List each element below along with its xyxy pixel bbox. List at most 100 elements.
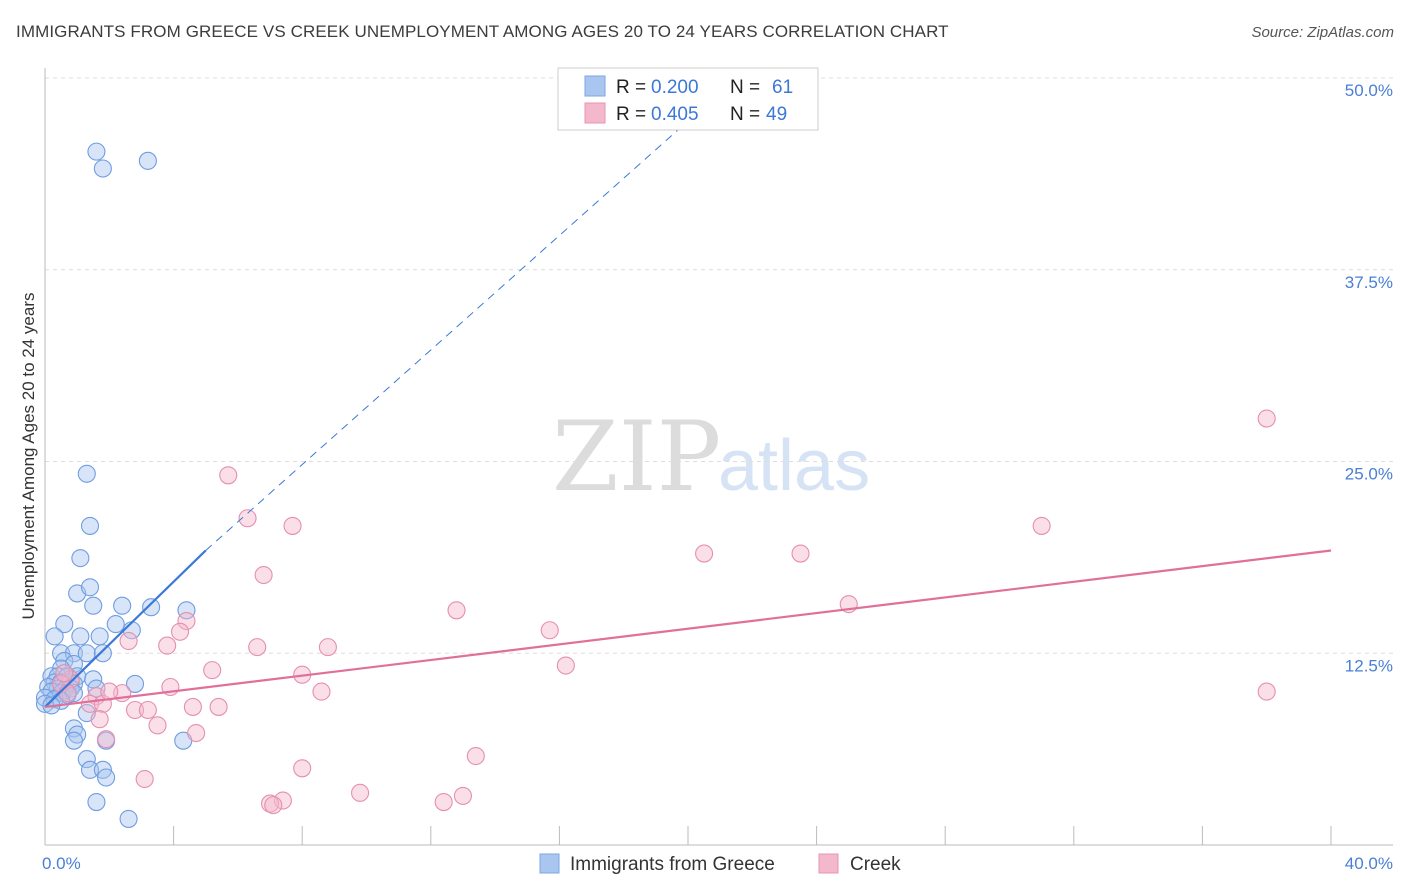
greece-point-10 [142, 598, 161, 617]
creek-point-31 [209, 697, 228, 716]
legend-n-label-blue: N = [730, 77, 760, 98]
creek-point-4 [1032, 516, 1051, 535]
greece-point-60 [119, 809, 138, 828]
creek-point-15 [248, 638, 267, 657]
greece-point-12 [55, 615, 74, 634]
creek-point-45 [264, 796, 283, 815]
greece-trendline-solid [44, 549, 207, 708]
creek-point-3 [283, 516, 302, 535]
greece-point-0 [87, 142, 106, 161]
greece-point-17 [90, 627, 109, 646]
correlation-legend: R = 0.200 N = 61 R = 0.405 N = 49 [557, 67, 819, 131]
y-tick-label-3: 50.0% [1345, 81, 1393, 100]
greece-point-8 [84, 596, 103, 615]
greece-point-56 [80, 760, 100, 779]
greece-point-16 [71, 627, 90, 646]
y-tick-label-1: 25.0% [1345, 465, 1393, 484]
greece-point-34 [125, 674, 145, 693]
greece-point-4 [80, 516, 100, 535]
chart-source: Source: ZipAtlas.com [1251, 24, 1394, 41]
legend-r-value-pink: 0.405 [651, 104, 699, 125]
greece-point-11 [177, 601, 196, 620]
creek-point-9 [447, 601, 466, 620]
greece-point-19 [64, 644, 83, 663]
y-axis-label: Unemployment Among Ages 20 to 24 years [19, 293, 38, 620]
x-tick-labels: 0.0% 40.0% [42, 854, 1393, 873]
creek-point-0 [1257, 409, 1276, 428]
creek-point-30 [183, 697, 202, 716]
y-tick-label-2: 37.5% [1345, 273, 1393, 292]
creek-point-16 [318, 638, 337, 657]
creek-point-25 [58, 684, 77, 703]
series-immigrants-from-greece [35, 142, 196, 828]
legend-r-value-blue: 0.200 [651, 77, 699, 98]
creek-point-6 [791, 544, 810, 563]
creek-point-18 [203, 661, 222, 680]
creek-point-44 [260, 794, 280, 813]
greece-point-2 [138, 151, 157, 170]
greece-point-3 [77, 464, 96, 483]
legend-r-label-pink: R = [616, 104, 646, 125]
axes [44, 68, 1393, 846]
x-tick-label-0: 0.0% [42, 854, 81, 873]
greece-point-20 [77, 644, 96, 663]
legend-swatch-pink [584, 102, 606, 124]
greece-point-21 [93, 644, 112, 663]
creek-point-35 [148, 716, 167, 735]
creek-point-11 [170, 622, 190, 641]
trendlines [44, 77, 1332, 709]
creek-point-38 [466, 746, 485, 766]
x-tick-label-1: 40.0% [1345, 854, 1393, 873]
creek-point-13 [119, 631, 138, 651]
legend-swatch-blue [584, 75, 606, 97]
watermark-zip: ZIP [552, 401, 721, 513]
creek-point-10 [177, 611, 196, 631]
creek-point-42 [453, 786, 473, 805]
legend-n-label-pink: N = [730, 104, 760, 125]
greece-point-58 [97, 768, 116, 787]
creek-point-40 [135, 769, 154, 789]
creek-point-28 [80, 694, 100, 713]
creek-point-46 [434, 792, 453, 812]
series-legend-label-pink: Creek [850, 854, 901, 875]
legend-n-value-blue: 61 [772, 77, 793, 98]
creek-point-32 [125, 700, 145, 720]
greece-point-1 [93, 159, 112, 178]
legend-r-label-blue: R = [616, 77, 646, 98]
gridlines [45, 77, 1393, 654]
series-legend-swatch-pink [818, 853, 839, 874]
y-tick-labels: 12.5% 25.0% 37.5% 50.0% [1345, 81, 1393, 675]
greece-point-55 [77, 750, 96, 769]
watermark-atlas: atlas [718, 426, 870, 506]
creek-point-41 [351, 783, 370, 802]
greece-point-13 [106, 615, 125, 634]
creek-point-24 [1257, 682, 1276, 701]
creek-point-23 [312, 682, 331, 701]
legend-n-value-pink: 49 [766, 104, 787, 125]
greece-point-59 [87, 792, 106, 812]
greece-trendline-dashed [205, 77, 737, 551]
creek-trendline-solid [44, 549, 1332, 709]
greece-point-9 [113, 596, 132, 615]
creek-point-14 [158, 636, 177, 655]
creek-point-33 [138, 700, 157, 720]
creek-point-47 [55, 664, 74, 683]
greece-point-15 [45, 627, 64, 646]
creek-point-34 [90, 710, 109, 729]
creek-point-36 [187, 723, 206, 743]
chart-title: IMMIGRANTS FROM GREECE VS CREEK UNEMPLOY… [16, 22, 949, 41]
creek-point-5 [695, 544, 714, 563]
series-legend: Immigrants from Greece Creek [539, 853, 901, 875]
greece-point-5 [71, 549, 90, 568]
series-legend-swatch-blue [539, 853, 560, 874]
creek-point-17 [556, 656, 575, 675]
watermark: ZIP atlas [552, 401, 870, 513]
creek-point-12 [540, 621, 559, 640]
greece-point-52 [64, 731, 83, 750]
creek-point-2 [238, 509, 257, 528]
creek-point-39 [293, 759, 312, 778]
y-tick-label-0: 12.5% [1345, 656, 1393, 675]
greece-point-7 [80, 578, 100, 597]
creek-point-7 [254, 565, 273, 585]
